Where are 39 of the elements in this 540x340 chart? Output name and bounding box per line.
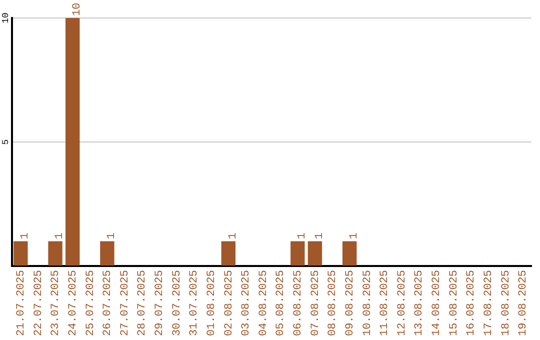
data-label: 1 <box>20 232 32 240</box>
x-tick-label: 21.07.2025 <box>16 270 28 336</box>
x-tick-label: 11.08.2025 <box>379 270 392 336</box>
x-tick-label: 13.08.2025 <box>414 270 426 336</box>
data-label: 1 <box>106 232 118 240</box>
x-tick-label: 02.08.2025 <box>223 270 236 336</box>
data-label: 1 <box>348 232 360 240</box>
x-tick-label: 01.08.2025 <box>206 270 218 336</box>
x-tick-label: 16.08.2025 <box>466 270 478 336</box>
data-label: 10 <box>71 2 84 16</box>
x-tick-label: 09.08.2025 <box>344 270 356 336</box>
x-tick-label: 31.07.2025 <box>188 270 201 336</box>
x-tick-label: 15.08.2025 <box>448 270 460 336</box>
x-tick-label: 07.08.2025 <box>310 270 322 336</box>
x-tick-label: 05.08.2025 <box>275 270 288 336</box>
x-tick-label: 12.08.2025 <box>396 270 408 336</box>
x-tick-label: 26.07.2025 <box>102 270 114 336</box>
y-tick-label: 5 <box>0 139 11 145</box>
data-label: 1 <box>54 232 66 240</box>
x-tick-label: 30.07.2025 <box>171 270 184 336</box>
x-tick-label: 04.08.2025 <box>258 270 270 336</box>
x-tick-label: 29.07.2025 <box>154 270 166 336</box>
x-tick-label: 25.07.2025 <box>84 270 97 336</box>
x-tick-label: 27.07.2025 <box>119 270 132 336</box>
x-tick-label: 06.08.2025 <box>292 270 305 336</box>
x-tick-label: 22.07.2025 <box>32 270 45 336</box>
x-tick-label: 17.08.2025 <box>482 270 495 336</box>
x-tick-label: 08.08.2025 <box>327 270 340 336</box>
x-tick-label: 14.08.2025 <box>431 270 444 336</box>
x-tick-label: 23.07.2025 <box>50 270 62 336</box>
x-tick-label: 10.08.2025 <box>362 270 374 336</box>
x-tick-label: 03.08.2025 <box>240 270 253 336</box>
x-tick-label: 28.07.2025 <box>136 270 149 336</box>
data-label: 1 <box>296 232 309 240</box>
x-tick-label: 18.08.2025 <box>500 270 512 336</box>
x-tick-label: 24.07.2025 <box>67 270 80 336</box>
x-tick-label: 19.08.2025 <box>518 270 530 336</box>
data-label: 1 <box>227 232 240 240</box>
data-label: 1 <box>314 232 326 240</box>
